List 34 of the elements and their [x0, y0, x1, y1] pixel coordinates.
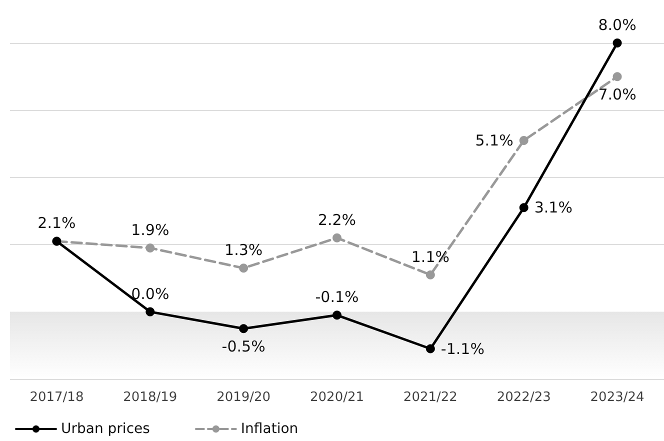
legend-label: Inflation [240, 421, 298, 437]
data-label: -0.5% [222, 338, 266, 356]
data-label: 0.0% [131, 284, 170, 303]
data-label: -0.1% [315, 288, 359, 306]
data-label: 8.0% [598, 16, 636, 34]
point [239, 324, 248, 334]
data-label: 1.9% [131, 220, 170, 239]
x-tick-label: 2017/18 [30, 390, 84, 405]
x-tick-label: 2019/20 [216, 390, 271, 405]
point [146, 243, 155, 252]
point [612, 72, 622, 82]
data-label: -1.1% [440, 340, 484, 358]
point [612, 38, 622, 48]
data-label: 1.3% [224, 241, 263, 260]
data-label: 7.0% [598, 86, 636, 104]
x-tick-label: 2021/22 [403, 390, 458, 405]
x-tick-label: 2022/23 [496, 390, 551, 405]
data-label: 1.1% [411, 248, 450, 266]
point [332, 233, 342, 242]
data-label: 5.1% [475, 131, 514, 150]
x-tick-label: 2023/24 [590, 390, 644, 405]
x-tick-label: 2020/21 [310, 390, 364, 405]
data-label: 2.2% [318, 210, 356, 229]
point [239, 264, 248, 273]
point [519, 203, 528, 212]
data-label: 2.1% [38, 214, 76, 232]
legend-label: Urban prices [61, 421, 150, 437]
point [426, 344, 435, 354]
point [519, 136, 528, 145]
x-tick-label: 2018/19 [123, 390, 178, 405]
data-label: 3.1% [534, 198, 572, 217]
point [332, 310, 342, 320]
point [426, 270, 435, 280]
point [146, 307, 155, 316]
